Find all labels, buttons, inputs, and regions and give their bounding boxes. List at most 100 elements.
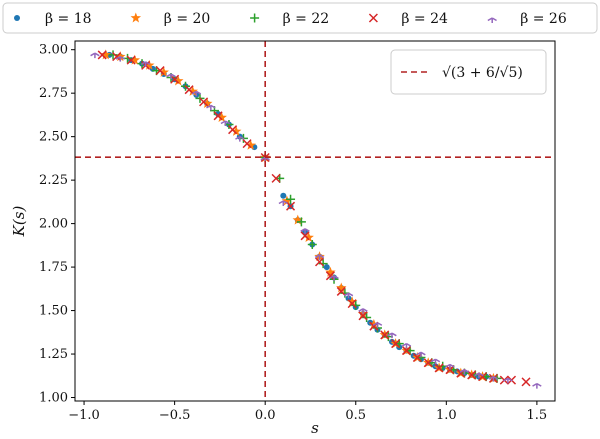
data-point-series-2 [115,51,126,62]
x-tick-label: 1.5 [527,408,548,423]
data-point-series-4 [434,363,444,373]
data-point-series-3 [108,50,118,60]
data-point-series-5 [416,351,426,358]
data-point-series-1 [323,264,330,271]
data-point-series-2 [303,232,314,242]
data-point-series-4 [228,125,238,135]
data-point-series-5 [401,342,412,349]
data-point-series-4 [242,139,252,149]
data-point-series-5 [166,73,176,80]
data-point-series-1 [215,111,222,118]
data-point-series-2 [173,75,184,86]
reference-legend-frame [390,49,547,95]
data-point-series-4 [347,299,357,309]
data-point-series-4 [401,346,412,356]
data-point-series-2 [144,59,155,70]
y-tick-label: 1.00 [39,391,68,406]
data-point-series-5 [206,104,216,111]
data-point-series-4 [423,358,433,368]
data-point-series-4 [467,370,477,380]
legend-marker-series-1 [14,15,20,21]
data-point-series-2 [281,195,293,206]
data-point-series-5 [329,275,339,281]
data-point-series-3 [318,259,328,269]
data-point-series-4 [300,231,310,241]
data-point-series-5 [488,376,499,382]
data-point-series-5 [474,372,484,379]
data-point-series-4 [380,330,390,340]
data-point-series-4 [271,173,281,183]
legend-marker-series-2 [130,12,142,23]
data-point-series-5 [459,369,470,375]
data-point-series-2 [245,139,256,150]
x-axis: −1.0 −0.5 0.0 0.5 1.0 1.5 [68,401,547,423]
data-point-series-5 [140,61,151,67]
data-point-series-5 [372,322,383,328]
y-tick-label: 2.75 [39,86,68,101]
data-point-series-5 [314,254,325,260]
data-point-series-2 [216,112,227,122]
data-point-series-2 [187,85,198,96]
legend-label-series-1: β = 18 [45,11,92,27]
reference-legend: √(3 + 6/√5) [390,49,547,95]
data-point-series-1 [280,192,287,199]
data-point-series-4 [112,52,122,62]
legend-label-series-2: β = 20 [164,11,211,27]
y-tick-label: 2.50 [39,130,68,145]
y-tick-label: 1.50 [39,304,68,319]
data-point-series-3 [351,300,361,310]
series-legend-frame [2,2,598,34]
data-point-series-5 [387,332,397,339]
data-point-series-5 [235,136,245,142]
data-markers [90,49,542,389]
y-tick-label: 3.00 [39,43,68,58]
y-axis-label: K(s) [10,206,28,238]
data-point-series-4 [314,257,325,267]
data-point-series-2 [230,125,242,136]
data-point-series-5 [430,358,441,365]
data-point-series-2 [346,296,358,307]
data-point-series-1 [345,295,352,302]
y-tick-label: 2.25 [39,173,68,188]
data-point-series-4 [521,377,531,387]
data-point-series-4 [325,271,335,281]
data-point-series-4 [336,286,346,296]
reference-legend-label: √(3 + 6/√5) [442,65,523,81]
data-point-series-5 [90,52,100,59]
legend-marker-series-5 [487,17,497,23]
data-point-series-4 [445,365,455,375]
data-point-series-4 [286,201,296,211]
x-tick-label: −0.5 [159,408,191,423]
x-tick-label: 0.5 [345,408,366,423]
data-point-series-5 [191,90,202,97]
series-legend: β = 18 β = 20 β = 22 β = 24 β = 26 [2,2,598,34]
data-point-series-4 [391,339,401,349]
y-tick-label: 2.00 [39,217,68,232]
data-point-series-4 [126,55,136,65]
data-point-series-5 [278,200,289,207]
legend-marker-series-3 [250,13,260,23]
y-axis: 1.00 1.25 1.50 1.75 2.00 2.25 2.50 2.75 3.00 [39,43,75,406]
data-point-series-5 [532,382,542,389]
data-point-series-5 [503,377,513,384]
data-point-series-4 [184,85,194,95]
x-tick-label: −1.0 [68,408,100,423]
data-point-series-2 [202,98,213,109]
data-point-series-3 [307,239,317,249]
data-point-series-2 [325,266,336,277]
data-point-series-4 [199,97,209,107]
data-point-series-4 [97,50,107,60]
y-tick-label: 1.75 [39,260,68,275]
data-point-series-4 [213,111,223,121]
data-point-series-2 [129,54,140,65]
x-tick-label: 0.0 [255,408,276,423]
data-point-series-2 [368,318,380,329]
x-axis-label: s [311,419,319,437]
data-point-series-5 [115,56,126,62]
data-point-series-4 [412,352,422,363]
plot-area [74,40,556,402]
legend-label-series-5: β = 26 [520,11,567,27]
data-point-series-5 [343,292,354,299]
data-point-series-3 [296,217,306,227]
